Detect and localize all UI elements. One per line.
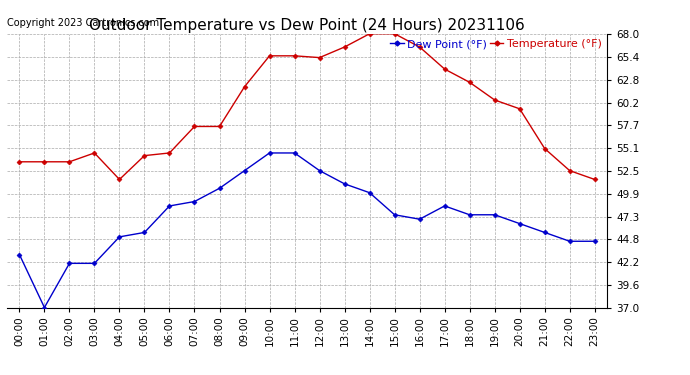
Title: Outdoor Temperature vs Dew Point (24 Hours) 20231106: Outdoor Temperature vs Dew Point (24 Hou… xyxy=(89,18,525,33)
Legend: Dew Point (°F), Temperature (°F): Dew Point (°F), Temperature (°F) xyxy=(391,39,602,49)
Text: Copyright 2023 Cartronics.com: Copyright 2023 Cartronics.com xyxy=(7,18,159,28)
